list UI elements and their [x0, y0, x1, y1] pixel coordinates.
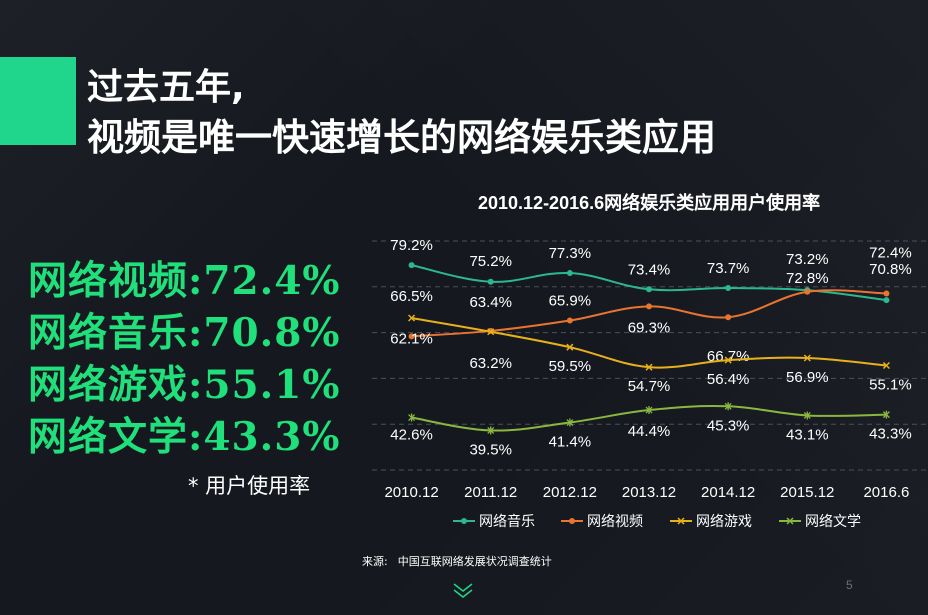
data-point [882, 410, 890, 419]
legend-label: 网络音乐 [479, 513, 535, 529]
x-tick-label: 2015.12 [780, 484, 834, 501]
data-point [804, 288, 811, 295]
data-point [566, 418, 574, 427]
stat-value: 72.4% [203, 258, 341, 304]
source-label: 来源: [362, 555, 388, 568]
data-label: 69.3% [628, 319, 671, 336]
data-point [882, 361, 890, 370]
source-text: 中国互联网络发展状况调查统计 [397, 555, 552, 568]
data-label: 77.3% [549, 245, 592, 262]
data-point [646, 303, 652, 310]
data-point [724, 402, 732, 411]
data-label: 63.4% [469, 294, 512, 311]
data-label: 56.9% [786, 369, 829, 386]
data-label: 55.1% [869, 376, 912, 393]
data-label: 59.5% [549, 358, 592, 375]
data-label: 39.5% [469, 441, 512, 458]
data-point [408, 413, 416, 422]
data-label: 72.4% [869, 244, 912, 261]
data-point [408, 314, 416, 322]
stat-literature: 网络文学:43.3% [28, 406, 340, 462]
data-label: 43.3% [869, 426, 912, 443]
data-point [408, 333, 415, 340]
data-point [883, 297, 890, 304]
chevron-down-icon[interactable] [451, 581, 475, 601]
data-label: 73.2% [786, 251, 829, 268]
legend-marker [569, 518, 575, 524]
data-label: 65.9% [549, 293, 592, 310]
stat-label: 网络游戏: [28, 362, 204, 408]
data-point [566, 270, 573, 277]
data-label: 62.1% [390, 330, 433, 347]
data-label: 63.2% [469, 355, 512, 372]
stat-label: 网络文学: [28, 414, 204, 460]
data-point [803, 411, 811, 420]
data-label: 41.4% [549, 434, 592, 451]
stat-value: 43.3% [203, 414, 341, 460]
data-point [566, 317, 573, 324]
legend-marker [786, 517, 794, 525]
x-tick-label: 2011.12 [464, 484, 517, 501]
data-point [724, 356, 732, 364]
legend-label: 网络游戏 [696, 513, 752, 529]
chart-title: 2010.12-2016.6网络娱乐类应用用户使用率 [478, 193, 821, 213]
x-tick-label: 2016.6 [863, 484, 909, 501]
data-label: 66.5% [390, 288, 433, 305]
x-tick-label: 2012.12 [543, 484, 597, 501]
legend-label: 网络文学 [805, 513, 861, 529]
stat-value: 70.8% [203, 310, 341, 356]
data-point [487, 426, 495, 435]
data-point [725, 285, 732, 292]
slide-title-line2: 视频是唯一快速增长的网络娱乐类应用 [87, 116, 716, 159]
page-number: 5 [846, 578, 853, 592]
legend-label: 网络视频 [587, 513, 643, 529]
data-point [645, 363, 653, 371]
data-label: 56.4% [707, 371, 750, 388]
data-label: 44.4% [628, 423, 671, 440]
data-point [646, 286, 652, 293]
data-point [487, 278, 494, 285]
data-label: 54.7% [628, 378, 671, 395]
data-label: 66.7% [707, 348, 750, 365]
accent-bar [0, 57, 76, 145]
footnote-usage-rate: * 用户使用率 [188, 474, 311, 498]
data-label: 43.1% [786, 426, 829, 443]
legend-marker [677, 517, 685, 525]
stat-label: 网络音乐: [28, 310, 204, 356]
data-point [566, 343, 574, 351]
data-point [883, 290, 890, 297]
stat-value: 55.1% [203, 362, 341, 408]
slide-title-line1: 过去五年, [87, 67, 245, 108]
stat-music: 网络音乐:70.8% [28, 302, 340, 358]
data-label: 73.4% [628, 261, 671, 278]
stat-video: 网络视频:72.4% [28, 250, 340, 306]
data-label: 79.2% [390, 237, 433, 254]
source-line: 来源: 中国互联网络发展状况调查统计 [362, 553, 552, 569]
x-tick-label: 2014.12 [701, 484, 755, 501]
data-point [487, 328, 495, 336]
stat-label: 网络视频: [28, 258, 204, 304]
legend-marker [461, 518, 467, 524]
data-label: 70.8% [869, 261, 912, 278]
data-point [725, 314, 732, 321]
data-point [803, 354, 811, 362]
data-label: 42.6% [390, 427, 433, 444]
data-label: 45.3% [707, 417, 750, 434]
data-label: 75.2% [469, 253, 512, 270]
x-tick-label: 2010.12 [384, 484, 438, 501]
data-point [408, 262, 415, 269]
data-label: 72.8% [786, 270, 829, 287]
data-label: 73.7% [707, 260, 750, 277]
x-tick-label: 2013.12 [622, 484, 676, 501]
data-point [645, 406, 653, 415]
stat-game: 网络游戏:55.1% [28, 354, 340, 410]
